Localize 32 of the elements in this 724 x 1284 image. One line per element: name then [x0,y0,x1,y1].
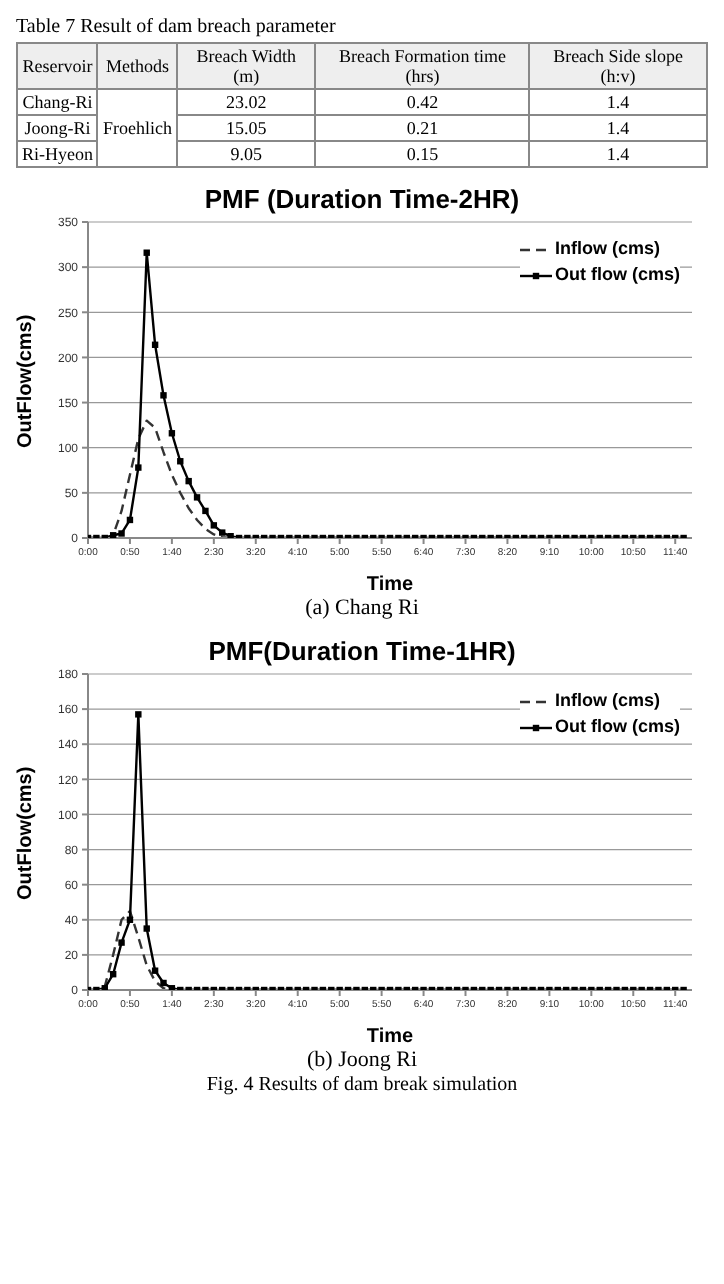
category-label: Chang-Ri [22,92,93,112]
x-axis-title: Time [366,1026,415,1048]
text: 1.4 [606,144,630,164]
text: 1.4 [606,92,630,112]
caption: Fig. 4 Results of dam break simulation [204,1074,520,1096]
category-label: Reservoir [17,43,98,89]
legend-label: Inflow (cms) [555,236,661,262]
text: (a) Chang Ri [303,596,421,620]
category-label: Joong-Ri [24,118,91,138]
legend-label: Inflow (cms) [555,688,661,714]
chart-title: PMF (Duration Time-2HR) [202,184,522,214]
legend-label: Out flow (cms) [555,714,680,740]
text: 1.4 [606,118,630,138]
category-label: Breach Formation time (hrs) [315,43,530,89]
category-label: Ri-Hyeon [22,144,93,164]
y-axis-title: OutFlow(cms) [15,766,38,900]
category-label: Breach Side slope (h:v) [529,43,707,89]
text: 9.05 [230,144,263,164]
text: Table 7 Result of dam breach parameter [16,16,338,38]
x-axis-title: Time [366,574,415,596]
chart-title: PMF(Duration Time-1HR) [206,636,518,666]
text: 0.42 [406,92,439,112]
y-axis-title: OutFlow(cms) [15,314,38,448]
text: 0.21 [406,118,439,138]
text: Froehlich [102,118,172,138]
text: 15.05 [226,118,267,138]
text: (b) Joong Ri [305,1048,419,1072]
text: 23.02 [226,92,267,112]
category-label: Breach Width (m) [176,43,316,89]
legend-label: Out flow (cms) [555,262,680,288]
category-label: Methods [97,43,177,89]
text: 0.15 [406,144,439,164]
